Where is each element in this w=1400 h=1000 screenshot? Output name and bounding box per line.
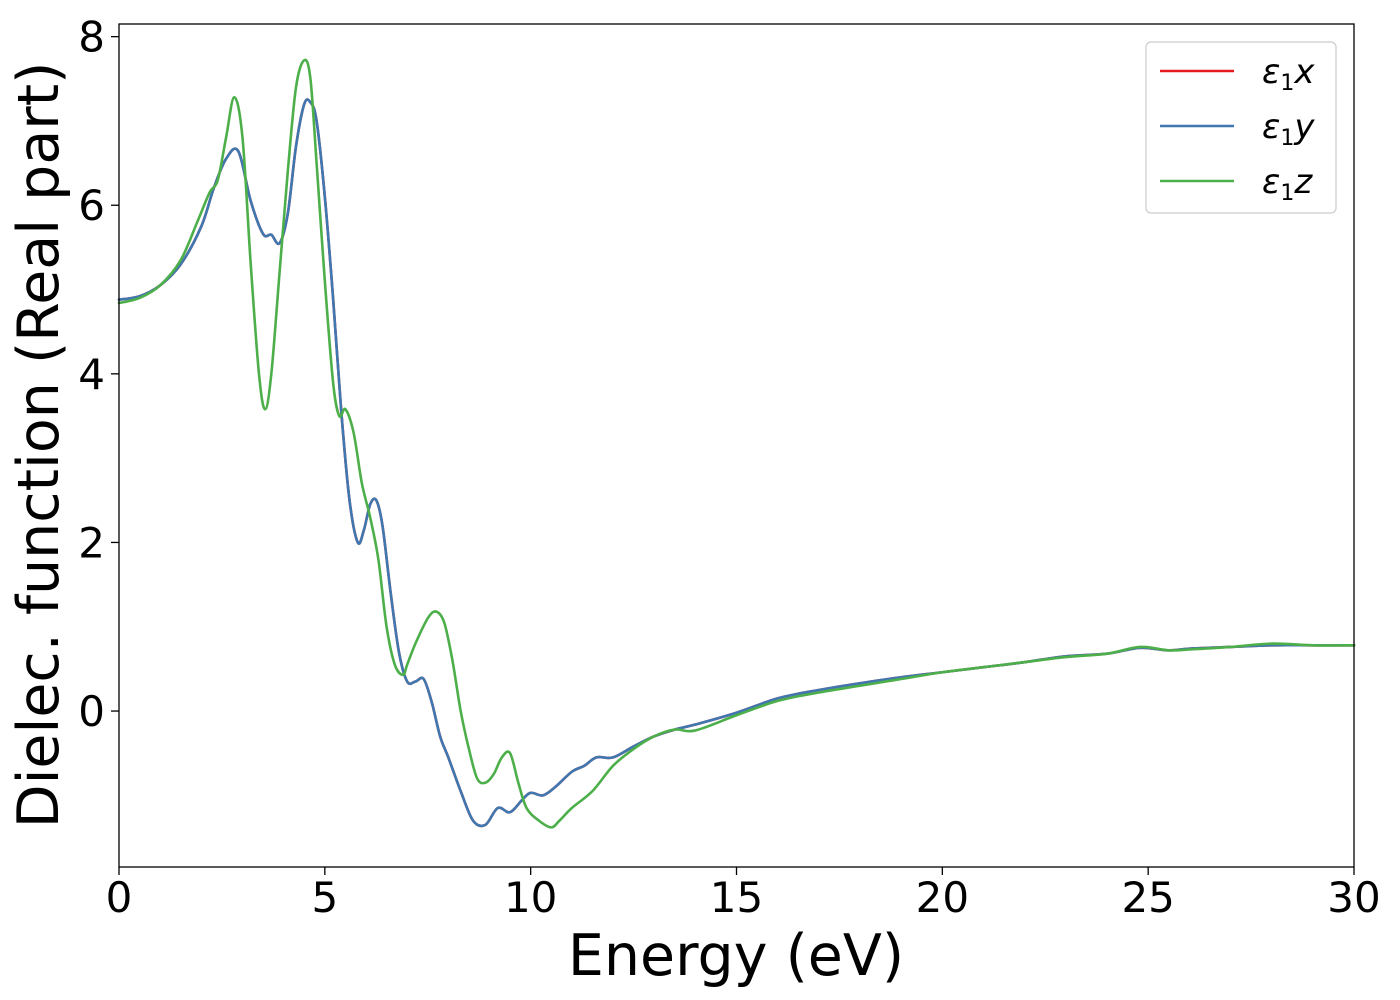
x-axis: 0 5 10 15 20 25 30 xyxy=(106,867,1381,922)
x-tick-label: 30 xyxy=(1327,873,1380,922)
legend-label-epsilon-1z: ε1z xyxy=(1262,162,1313,206)
y-axis-label: Dielec. function (Real part) xyxy=(6,62,72,829)
legend-label-epsilon-1x: ε1x xyxy=(1262,52,1315,96)
x-tick-label: 0 xyxy=(106,873,133,922)
x-tick-label: 5 xyxy=(311,873,338,922)
x-tick-label: 10 xyxy=(504,873,557,922)
legend: ε1x ε1y ε1z xyxy=(1145,41,1337,214)
x-tick-label: 15 xyxy=(710,873,763,922)
y-tick-label: 2 xyxy=(78,518,105,567)
y-axis: 0 2 4 6 8 xyxy=(78,13,119,736)
y-tick-label: 6 xyxy=(78,181,105,230)
y-tick-label: 0 xyxy=(78,687,105,736)
x-tick-label: 20 xyxy=(916,873,969,922)
series-layer xyxy=(117,58,1356,829)
y-tick-label: 8 xyxy=(78,13,105,62)
legend-label-epsilon-1y: ε1y xyxy=(1262,107,1315,151)
x-tick-label: 25 xyxy=(1121,873,1174,922)
x-axis-label: Energy (eV) xyxy=(568,923,904,989)
legend-box xyxy=(1145,41,1337,214)
y-tick-label: 4 xyxy=(78,350,105,399)
series-line-epsilon-1z xyxy=(117,58,1356,829)
